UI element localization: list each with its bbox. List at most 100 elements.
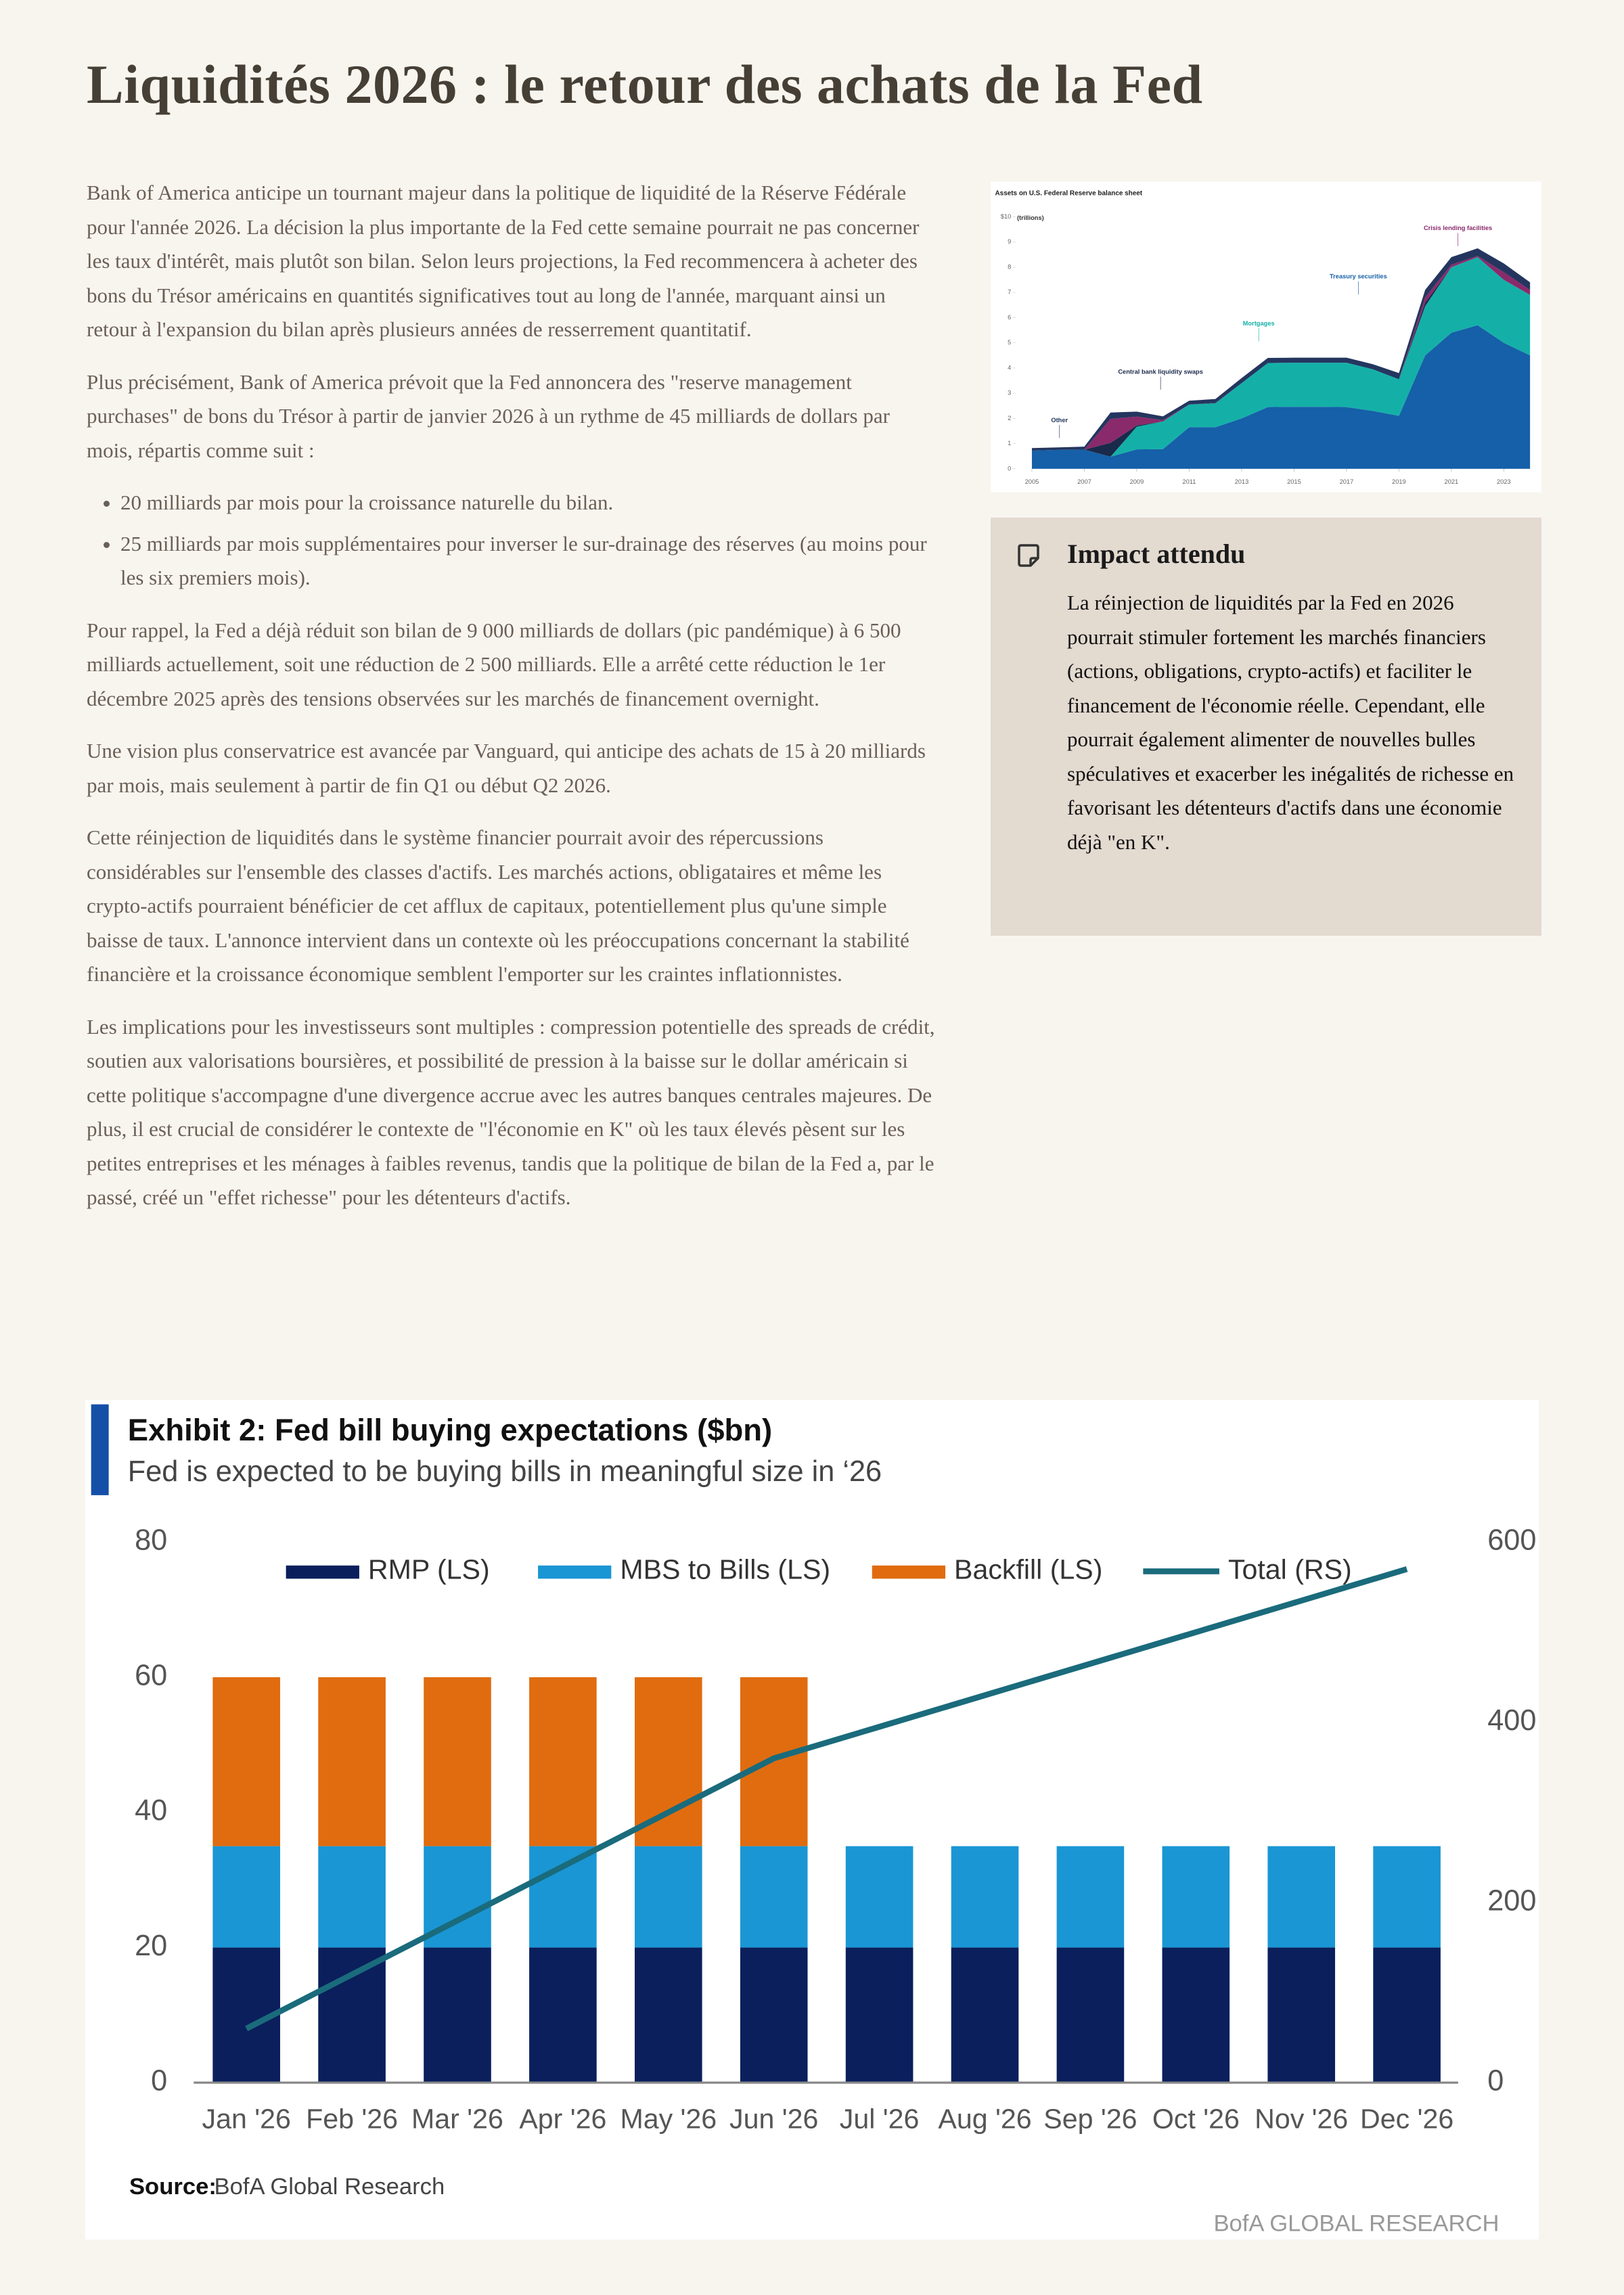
watermark: BofA GLOBAL RESEARCH <box>1213 2210 1499 2236</box>
bar <box>212 1846 280 1948</box>
bar <box>424 1677 491 1846</box>
bar <box>740 1947 808 2083</box>
x-tick-label: 2023 <box>1497 478 1511 485</box>
y-tick-label: 1 <box>1008 440 1011 447</box>
bar <box>212 1677 280 1846</box>
bar <box>740 1846 808 1948</box>
y-tick-label: 9 <box>1008 238 1011 245</box>
bar <box>424 1947 491 2083</box>
callout-title: Impact attendu <box>1067 539 1246 569</box>
x-tick-label: Feb '26 <box>306 2103 398 2134</box>
bar <box>529 1846 597 1948</box>
bar <box>951 1846 1019 1948</box>
bar <box>1056 1846 1125 1948</box>
page-title: Liquidités 2026 : le retour des achats d… <box>87 53 1203 115</box>
paragraph: Plus précisément, Bank of America prévoi… <box>87 369 890 462</box>
y2-tick-label: 200 <box>1487 1884 1536 1917</box>
bar <box>529 1947 597 2083</box>
x-tick-label: May '26 <box>620 2103 717 2134</box>
bar <box>1162 1947 1230 2083</box>
bar <box>1267 1947 1336 2083</box>
bullet: 20 milliards par mois pour la croissance… <box>120 486 941 520</box>
chart-title: Exhibit 2: Fed bill buying expectations … <box>128 1413 772 1447</box>
x-tick-label: Dec '26 <box>1360 2103 1453 2134</box>
bar <box>634 1677 702 1846</box>
y-tick-label: 20 <box>135 1930 167 1962</box>
balance-sheet-chart: Assets on U.S. Federal Reserve balance s… <box>991 181 1541 493</box>
series-label: Mortgages <box>1243 320 1275 327</box>
x-tick-label: 2019 <box>1392 478 1406 485</box>
legend-swatch <box>538 1565 612 1579</box>
x-tick-label: 2013 <box>1235 478 1249 485</box>
y-tick-label: 5 <box>1008 339 1011 346</box>
y-tick-label: 0 <box>151 2065 167 2097</box>
y2-tick-label: 400 <box>1487 1704 1536 1737</box>
x-tick-label: Mar '26 <box>411 2103 503 2134</box>
x-tick-label: 2011 <box>1182 478 1196 485</box>
bar <box>318 1947 386 2083</box>
y-tick-label: $10 <box>1001 213 1012 220</box>
bar <box>740 1677 808 1846</box>
x-tick-label: Jan '26 <box>202 2103 291 2134</box>
callout: Impact attendu La réinjection de liquidi… <box>991 518 1541 936</box>
series-label: Treasury securities <box>1330 273 1387 280</box>
y-tick-label: 3 <box>1008 390 1011 396</box>
legend-label: Total (RS) <box>1228 1553 1352 1585</box>
x-tick-label: 2005 <box>1025 478 1039 485</box>
y-tick-label: 60 <box>135 1659 167 1691</box>
y-tick-label: 2 <box>1008 415 1011 422</box>
x-tick-label: Nov '26 <box>1255 2103 1348 2134</box>
title-marker <box>91 1404 109 1495</box>
legend-swatch <box>286 1565 359 1579</box>
area <box>1031 325 1531 469</box>
legend-label: MBS to Bills (LS) <box>620 1553 830 1585</box>
chart-subtitle: Fed is expected to be buying bills in me… <box>128 1455 882 1488</box>
x-tick-label: 2015 <box>1287 478 1301 485</box>
x-tick-label: Jun '26 <box>729 2103 818 2134</box>
x-tick-label: 2021 <box>1445 478 1459 485</box>
bullet-list: 20 milliards par mois pour la croissance… <box>87 486 941 595</box>
y-tick-label: 7 <box>1008 289 1011 296</box>
y-tick-label: 8 <box>1008 263 1011 270</box>
bar <box>1267 1846 1336 1948</box>
paragraph: Pour rappel, la Fed a déjà réduit son bi… <box>87 618 901 710</box>
bullet: 25 milliards par mois supplémentaires po… <box>120 527 941 595</box>
x-tick-label: Jul '26 <box>840 2103 920 2134</box>
y2-tick-label: 0 <box>1487 2065 1504 2097</box>
bar <box>529 1677 597 1846</box>
paragraph: Bank of America anticipe un tournant maj… <box>87 181 920 341</box>
y-tick-label: 0 <box>1008 465 1011 472</box>
bar <box>845 1846 914 1948</box>
callout-text: La réinjection de liquidités par la Fed … <box>1067 591 1514 854</box>
y2-tick-label: 600 <box>1487 1524 1536 1557</box>
bar <box>318 1677 386 1846</box>
paragraph: Cette réinjection de liquidités dans le … <box>87 825 909 986</box>
bar <box>1373 1947 1441 2083</box>
series-label: Other <box>1051 417 1068 424</box>
bar <box>951 1947 1019 2083</box>
paragraph: Une vision plus conservatrice est avancé… <box>87 739 926 797</box>
x-tick-label: Apr '26 <box>519 2103 606 2134</box>
x-tick-label: Aug '26 <box>938 2103 1031 2134</box>
bar <box>1162 1846 1230 1948</box>
y-tick-label: 80 <box>135 1524 167 1557</box>
x-tick-label: Oct '26 <box>1152 2103 1240 2134</box>
bar <box>318 1846 386 1948</box>
bar <box>634 1846 702 1948</box>
article: Bank of America anticipe un tournant maj… <box>87 176 941 1233</box>
series-label: Crisis lending facilities <box>1424 225 1492 231</box>
legend-swatch <box>872 1565 946 1579</box>
bar <box>634 1947 702 2083</box>
x-tick-label: 2007 <box>1077 478 1091 485</box>
y-tick-label: 6 <box>1008 314 1011 321</box>
legend-label: RMP (LS) <box>368 1553 490 1585</box>
line <box>245 1566 1408 2032</box>
legend-label: Backfill (LS) <box>954 1553 1102 1585</box>
chart-title: Assets on U.S. Federal Reserve balance s… <box>995 189 1142 197</box>
note-icon <box>1018 544 1039 567</box>
x-tick-label: 2017 <box>1340 478 1354 485</box>
exhibit-chart: Exhibit 2: Fed bill buying expectations … <box>85 1400 1539 2240</box>
bar <box>845 1947 914 2083</box>
x-tick-label: 2009 <box>1130 478 1144 485</box>
